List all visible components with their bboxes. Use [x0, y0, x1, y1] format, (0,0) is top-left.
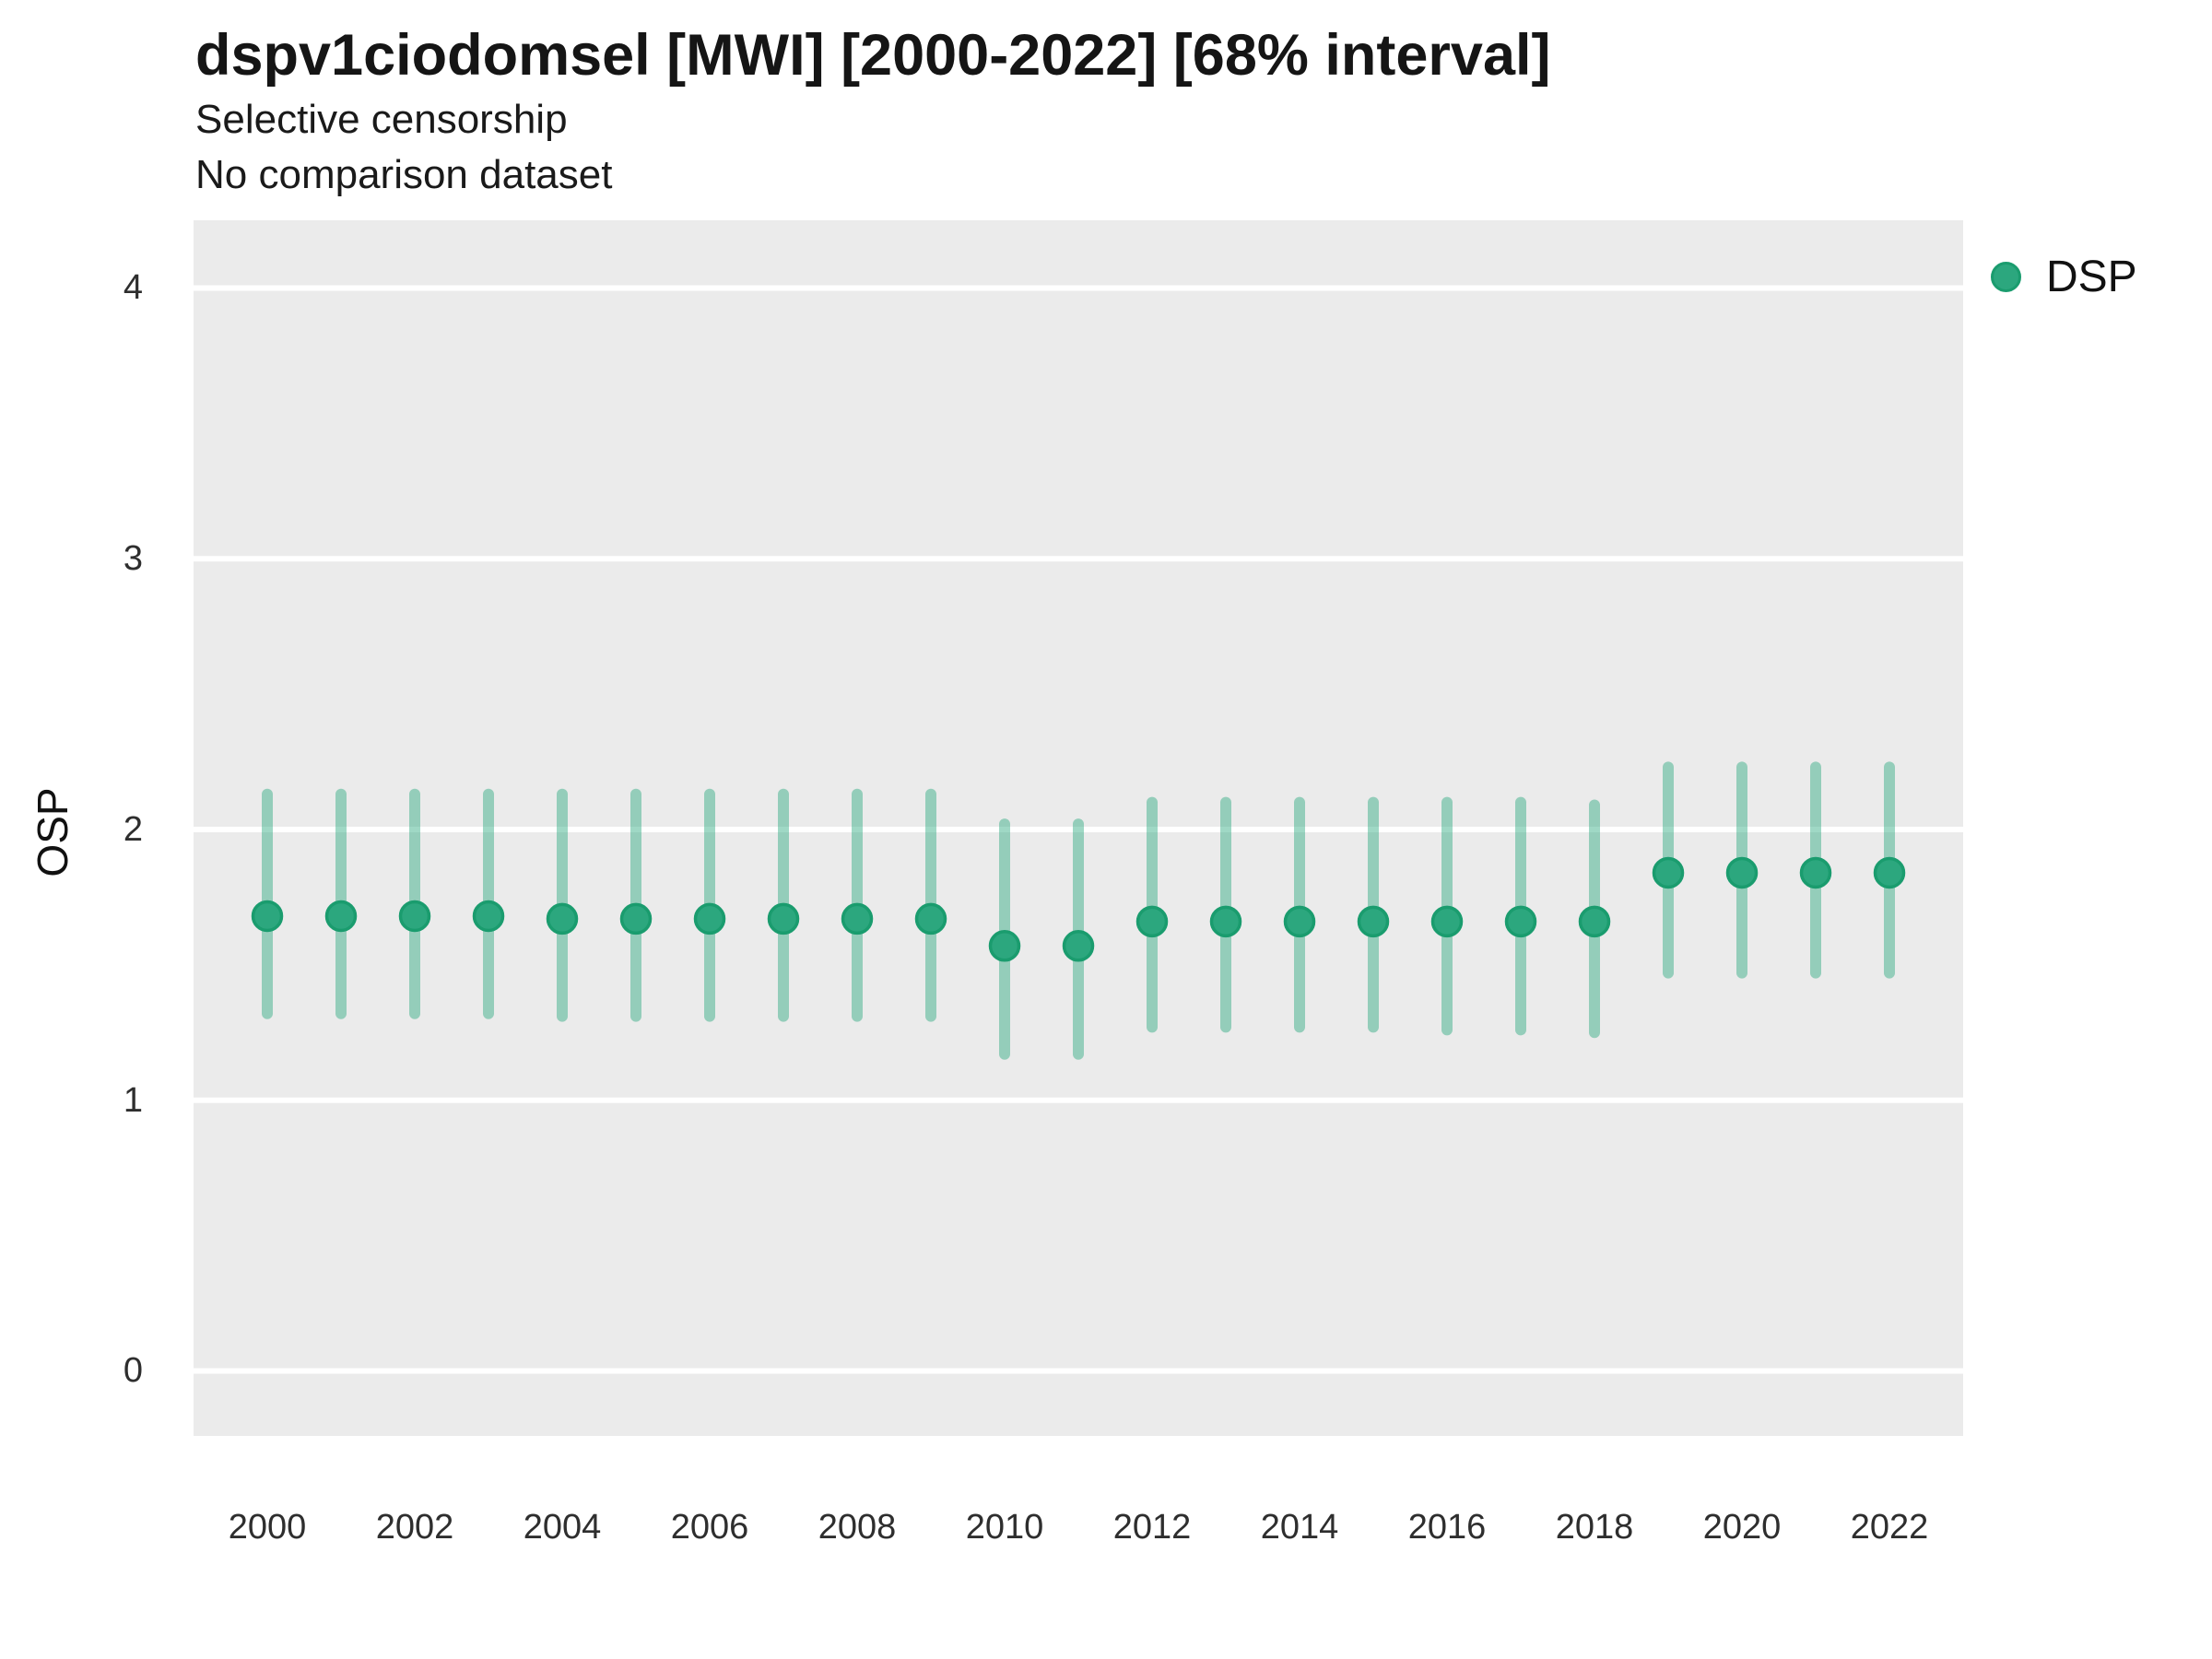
point-2001 — [324, 900, 358, 933]
point-2000 — [251, 900, 284, 933]
point-2016 — [1430, 905, 1464, 938]
y-tick-label-4: 4 — [123, 268, 143, 308]
x-tick-label-2010: 2010 — [965, 1508, 1044, 1547]
x-tick-label-2012: 2012 — [1112, 1508, 1192, 1547]
y-tick-label-1: 1 — [123, 1080, 143, 1120]
point-2020 — [1725, 856, 1759, 889]
plot-panel — [194, 220, 1963, 1436]
point-2013 — [1209, 905, 1242, 938]
point-2011 — [1062, 930, 1095, 962]
point-2012 — [1135, 905, 1169, 938]
x-tick-label-2008: 2008 — [818, 1508, 897, 1547]
x-tick-label-2006: 2006 — [670, 1508, 749, 1547]
point-2014 — [1283, 905, 1316, 938]
x-tick-label-2004: 2004 — [523, 1508, 602, 1547]
point-2017 — [1504, 905, 1537, 938]
x-tick-label-2018: 2018 — [1555, 1508, 1634, 1547]
chart-title: dspv1ciodomsel [MWI] [2000-2022] [68% in… — [195, 23, 1551, 88]
point-2019 — [1652, 856, 1685, 889]
chart-subtitle: Selective censorship — [195, 97, 568, 142]
point-2009 — [914, 902, 947, 935]
x-tick-label-2020: 2020 — [1702, 1508, 1782, 1547]
chart-note: No comparison dataset — [195, 152, 613, 197]
legend-swatch-dsp — [1991, 261, 2021, 292]
y-tick-label-3: 3 — [123, 539, 143, 579]
x-tick-label-2022: 2022 — [1850, 1508, 1929, 1547]
point-2003 — [472, 900, 505, 933]
point-2015 — [1357, 905, 1390, 938]
point-2002 — [398, 900, 431, 933]
x-tick-label-2014: 2014 — [1260, 1508, 1339, 1547]
legend-label-dsp: DSP — [2046, 252, 2137, 301]
point-2021 — [1799, 856, 1832, 889]
x-tick-label-2000: 2000 — [228, 1508, 307, 1547]
point-2007 — [767, 902, 800, 935]
x-tick-label-2002: 2002 — [375, 1508, 454, 1547]
point-2004 — [546, 902, 579, 935]
legend: DSP — [1991, 247, 2137, 306]
plot-canvas — [194, 285, 1963, 1374]
point-2006 — [693, 902, 726, 935]
y-tick-label-2: 2 — [123, 809, 143, 849]
x-tick-label-2016: 2016 — [1407, 1508, 1487, 1547]
point-2018 — [1578, 905, 1611, 938]
point-2010 — [988, 930, 1021, 962]
y-tick-label-0: 0 — [123, 1351, 143, 1391]
point-2008 — [841, 902, 874, 935]
point-2005 — [619, 902, 653, 935]
point-2022 — [1873, 856, 1906, 889]
